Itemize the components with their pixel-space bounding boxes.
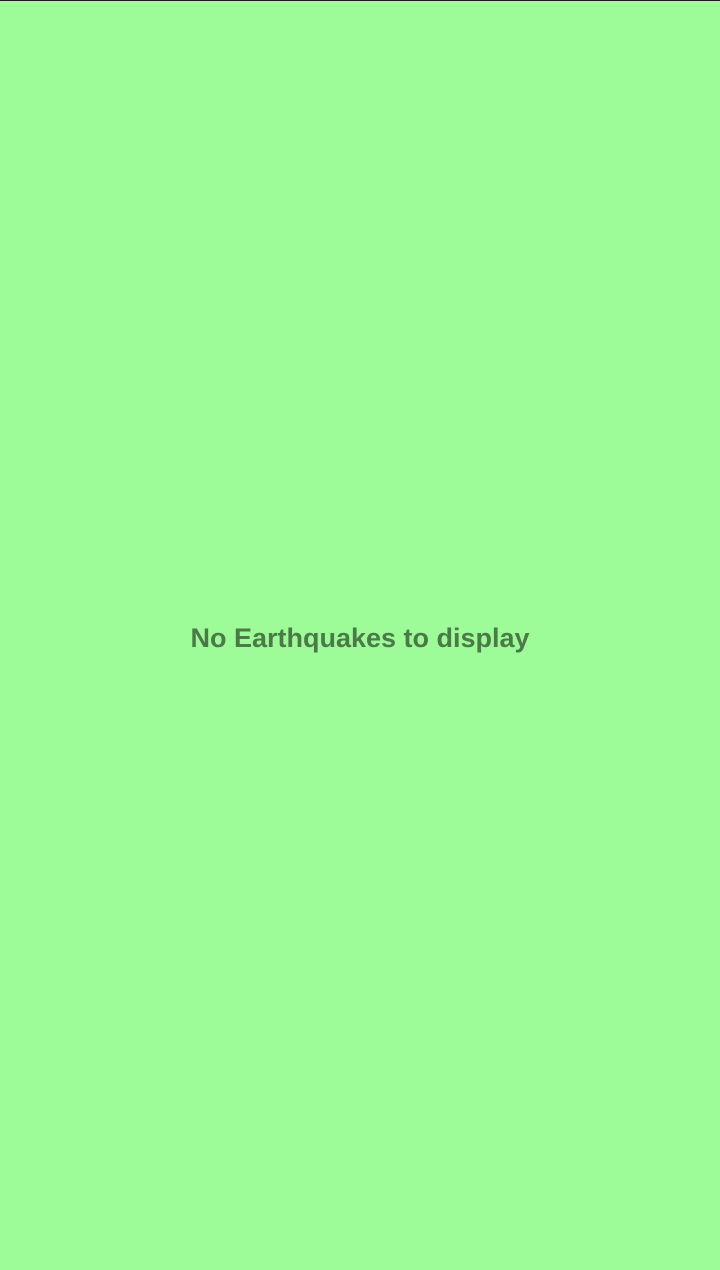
empty-state-message: No Earthquakes to display: [190, 623, 530, 653]
